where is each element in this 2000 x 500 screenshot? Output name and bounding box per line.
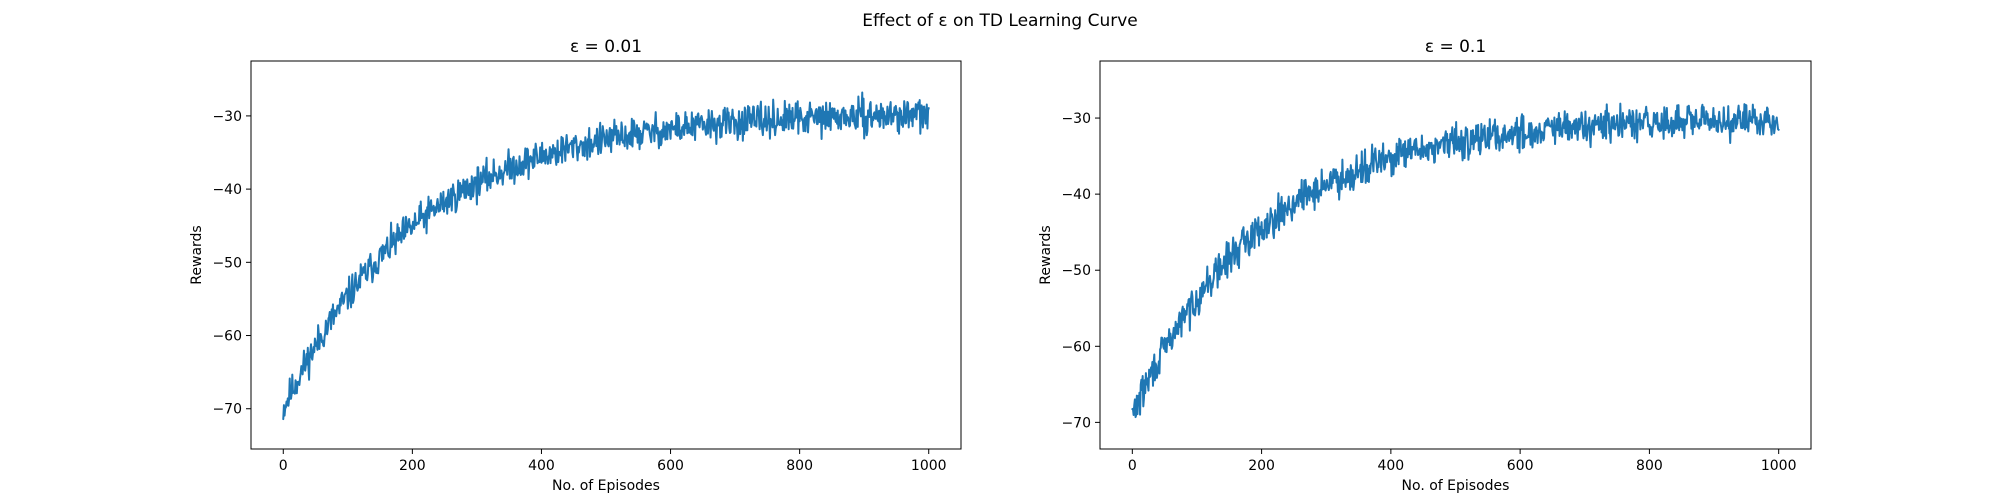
- x-tick-label: 200: [399, 458, 426, 474]
- y-tick-label: −40: [212, 182, 242, 198]
- y-tick-label: −30: [1061, 111, 1091, 127]
- subplot-title: ε = 0.1: [1425, 37, 1486, 57]
- x-axis-label: No. of Episodes: [1402, 478, 1510, 494]
- x-tick-label: 1000: [1761, 458, 1797, 474]
- subplot-epsilon-0.1: 0 200 400 600 800 1000 −70 −60 −50 −40 −30 ε = 0.1 N…: [1038, 37, 1812, 494]
- x-tick-label: 600: [1507, 458, 1534, 474]
- x-tick-label: 400: [1377, 458, 1404, 474]
- x-tick-label: 1000: [911, 458, 947, 474]
- x-tick-label: 0: [1128, 458, 1137, 474]
- y-axis-label: Rewards: [189, 225, 205, 284]
- reward-series-line: [282, 91, 930, 421]
- y-axis-label: Rewards: [1038, 225, 1054, 284]
- y-tick-label: −70: [1061, 415, 1091, 431]
- x-tick-label: 0: [279, 458, 288, 474]
- plot-frame: [250, 60, 962, 450]
- figure-title: Effect of ε on TD Learning Curve: [862, 11, 1138, 31]
- y-tick-label: −50: [1061, 263, 1091, 279]
- plot-frame: [1099, 60, 1812, 450]
- y-tick-label: −30: [212, 109, 242, 125]
- y-tick-label: −40: [1061, 187, 1091, 203]
- x-tick-label: 200: [1248, 458, 1275, 474]
- x-tick-label: 400: [528, 458, 555, 474]
- y-tick-label: −60: [212, 329, 242, 345]
- subplot-epsilon-0.01: 0 200 400 600 800 1000 −70 −60 −50 −40 −30 ε = 0.01…: [189, 37, 962, 494]
- x-tick-label: 800: [1636, 458, 1663, 474]
- y-tick-label: −50: [212, 255, 242, 271]
- reward-series-line: [1131, 102, 1780, 419]
- x-axis-label: No. of Episodes: [552, 478, 660, 494]
- x-tick-label: 600: [657, 458, 684, 474]
- y-tick-label: −60: [1061, 339, 1091, 355]
- y-tick-label: −70: [212, 402, 242, 418]
- x-tick-label: 800: [786, 458, 813, 474]
- subplot-title: ε = 0.01: [570, 37, 642, 57]
